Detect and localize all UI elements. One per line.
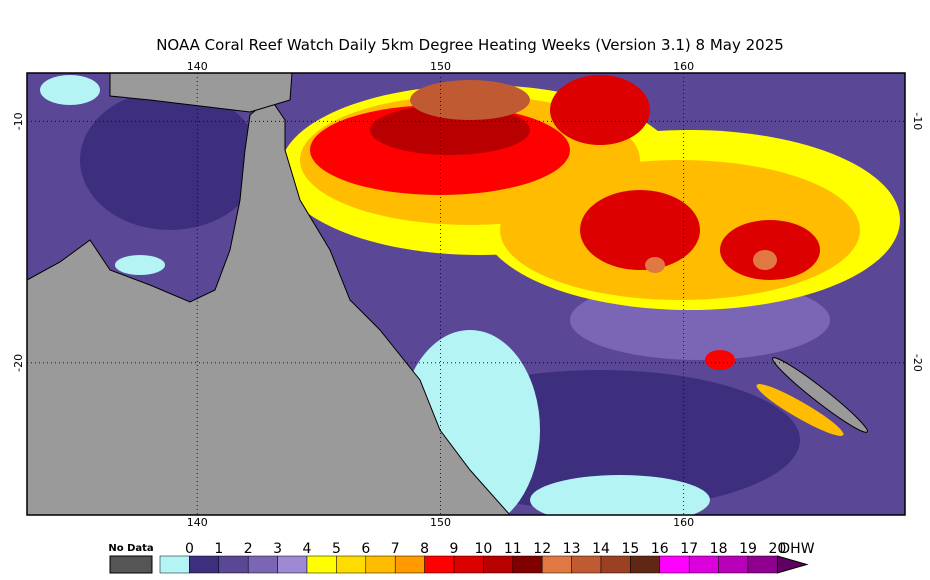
legend-swatch	[336, 555, 367, 574]
legend-tick-label: 18	[710, 541, 728, 557]
y-tick-label: -10	[911, 112, 924, 130]
legend-swatch	[512, 555, 543, 574]
no-data-swatch	[109, 555, 153, 574]
legend-tick-label: 1	[214, 541, 223, 557]
legend-swatch	[453, 555, 484, 574]
legend-tick-label: 9	[450, 541, 459, 557]
legend-swatch	[159, 555, 190, 574]
legend-tick-label: 20	[768, 541, 786, 557]
legend-swatch	[424, 555, 455, 574]
x-tick-label: 140	[187, 516, 208, 529]
legend-tick-label: 11	[504, 541, 522, 557]
legend-unit: DHW	[779, 541, 814, 557]
legend-tick-label: 13	[563, 541, 581, 557]
legend-tick-label: 16	[651, 541, 669, 557]
legend-tick-label: 10	[474, 541, 492, 557]
legend-swatch	[306, 555, 337, 574]
x-tick-label: 160	[673, 60, 694, 73]
legend-swatch	[747, 555, 778, 574]
x-tick-label: 160	[673, 516, 694, 529]
legend-tick-label: 8	[420, 541, 429, 557]
x-tick-label: 150	[430, 516, 451, 529]
y-tick-label: -20	[12, 354, 25, 372]
legend-tick-label: 2	[244, 541, 253, 557]
legend-tick-label: 5	[332, 541, 341, 557]
legend-tick-label: 4	[303, 541, 312, 557]
legend-swatch	[483, 555, 514, 574]
legend-tick-label: 12	[533, 541, 551, 557]
no-data-label: No Data	[108, 543, 153, 554]
legend-swatch	[718, 555, 749, 574]
legend-swatch	[688, 555, 719, 574]
map-frame	[26, 72, 906, 516]
legend-swatch	[541, 555, 572, 574]
legend-swatch	[600, 555, 631, 574]
legend-tick-label: 17	[680, 541, 698, 557]
x-tick-label: 150	[430, 60, 451, 73]
legend-swatch	[189, 555, 220, 574]
legend-tick-label: 15	[621, 541, 639, 557]
legend-swatch	[630, 555, 661, 574]
legend-tick-label: 3	[273, 541, 282, 557]
legend-swatch	[277, 555, 308, 574]
legend-tick-label: 7	[391, 541, 400, 557]
title: NOAA Coral Reef Watch Daily 5km Degree H…	[156, 36, 784, 54]
legend-tick-label: 0	[185, 541, 194, 557]
legend-swatch	[365, 555, 396, 574]
legend-swatch	[571, 555, 602, 574]
legend-swatch	[659, 555, 690, 574]
legend-swatch	[218, 555, 249, 574]
legend-tick-label: 6	[361, 541, 370, 557]
y-tick-label: -20	[911, 354, 924, 372]
legend-tick-label: 14	[592, 541, 610, 557]
legend-tick-label: 19	[739, 541, 757, 557]
legend-arrow	[776, 555, 809, 574]
x-tick-label: 140	[187, 60, 208, 73]
y-tick-label: -10	[12, 112, 25, 130]
legend-swatch	[394, 555, 425, 574]
map	[27, 73, 905, 515]
legend-swatch	[247, 555, 278, 574]
